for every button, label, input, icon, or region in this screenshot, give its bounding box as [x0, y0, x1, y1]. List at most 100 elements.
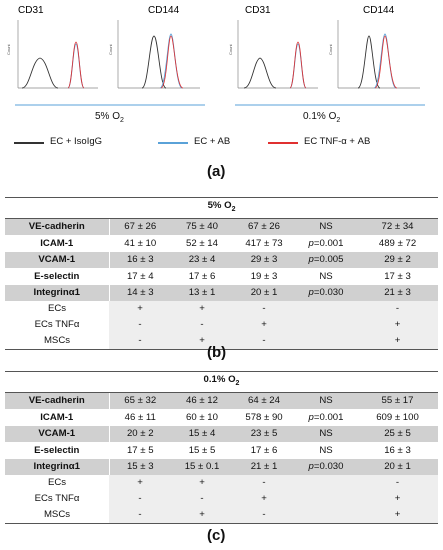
table-row: VE-cadherin 67 ± 26 75 ± 40 67 ± 26 NS 72 ± 3…	[5, 218, 439, 236]
curve-isoigg	[141, 35, 167, 89]
condition-subscript: 2	[120, 117, 124, 124]
marker-value: -	[171, 317, 233, 334]
marker-value: -	[109, 317, 171, 334]
marker-value: -	[233, 333, 295, 351]
marker-value: +	[357, 491, 438, 508]
cell-value: 17 ± 4	[126, 270, 154, 282]
marker-value: +	[171, 507, 233, 525]
condition-label-01pct: 0.1% O2	[303, 111, 340, 124]
table-title-text: 5% O	[207, 200, 232, 211]
p-symbol: p	[308, 254, 314, 266]
table-01pct: 0.1% O2 VE-cadherin 65 ± 32 46 ± 12 64 ± 24…	[5, 371, 438, 525]
marker-value: -	[233, 475, 295, 492]
marker-row: ECs TNFα - - + +	[5, 317, 439, 334]
table-title-row: 5% O2	[5, 197, 439, 219]
cell-value: 16 ± 3	[384, 444, 411, 456]
cell-value: 14 ± 3	[109, 284, 171, 302]
panel-label-b: (b)	[207, 344, 227, 361]
p-number: =0.001	[313, 411, 344, 423]
p-number: =0.001	[313, 237, 344, 249]
legend-swatch-ec-ab	[158, 142, 188, 144]
cell-value: 20 ± 2	[109, 425, 171, 443]
cell-value: 578 ± 90	[245, 411, 283, 423]
table-row: ICAM-1 46 ± 11 60 ± 10 578 ± 90 p=0.001 609 ±…	[5, 409, 438, 426]
cell-value: 23 ± 5	[233, 425, 295, 443]
marker-value: -	[109, 491, 171, 508]
marker-row: MSCs - + - +	[5, 333, 439, 351]
cell-p-value: NS	[295, 425, 357, 443]
cell-value: 25 ± 5	[357, 425, 438, 443]
table-row: VCAM-1 16 ± 3 23 ± 4 29 ± 3 p=0.005 29 ± 2	[5, 251, 439, 269]
marker-label: ECs TNFα	[34, 319, 80, 331]
cell-value: 52 ± 14	[186, 237, 218, 249]
row-label: VE-cadherin	[5, 218, 110, 236]
cell-p-value: p=0.001	[295, 409, 357, 426]
axis-label: Count	[108, 43, 113, 55]
plot-title: CD31	[18, 5, 44, 16]
row-label: Integrinα1	[5, 284, 110, 302]
marker-value: -	[357, 301, 439, 318]
axis-label: Count	[228, 43, 233, 55]
cell-value: 21 ± 1	[233, 458, 295, 476]
row-label: ICAM-1	[5, 409, 110, 426]
cell-value: 64 ± 24	[233, 392, 295, 410]
table-row: ICAM-1 41 ± 10 52 ± 14 417 ± 73 p=0.001 489 ±…	[5, 235, 438, 252]
cell-value: 16 ± 3	[109, 251, 171, 269]
cell-value: 17 ± 5	[126, 444, 154, 456]
p-number: =0.005	[313, 254, 344, 266]
cell-p-value: p=0.001	[295, 235, 357, 252]
plot-title: CD31	[245, 5, 271, 16]
cell-value: 15 ± 5	[188, 444, 216, 456]
cell-value: 20 ± 1	[233, 284, 295, 302]
curve-isoigg	[357, 35, 381, 89]
histogram-plot-cd144-01pct: CD144 Count	[328, 5, 420, 89]
marker-value: -	[109, 507, 171, 525]
row-label: VE-cadherin	[5, 392, 110, 410]
marker-label: ECs	[47, 477, 67, 489]
legend-label-isoigg: EC + IsoIgG	[50, 136, 103, 147]
legend-swatch-ec-tnf-ab	[268, 142, 298, 144]
p-number: =0.030	[313, 461, 344, 473]
cell-value: 23 ± 4	[171, 251, 233, 269]
p-symbol: p	[308, 411, 314, 423]
table-title-row: 0.1% O2	[5, 371, 438, 393]
marker-value: +	[357, 333, 439, 351]
marker-value: -	[171, 491, 233, 508]
marker-value: +	[109, 301, 171, 318]
cell-value: 13 ± 1	[171, 284, 233, 302]
plot-title: CD144	[363, 5, 395, 16]
cell-value: 60 ± 10	[186, 411, 218, 423]
curve-isoigg	[21, 57, 59, 89]
cell-value: 21 ± 3	[357, 284, 439, 302]
row-label: E-selectin	[5, 268, 110, 285]
table-row: E-selectin 17 ± 4 17 ± 6 19 ± 3 NS 17 ± 3	[5, 268, 438, 285]
row-label: ICAM-1	[5, 235, 110, 252]
curve-isoigg	[243, 57, 277, 89]
cell-p-value: p=0.030	[295, 284, 357, 302]
cell-value: 72 ± 34	[357, 218, 439, 236]
marker-value: -	[233, 301, 295, 318]
cell-value: 489 ± 72	[378, 237, 417, 249]
p-symbol: p	[308, 287, 314, 299]
cell-value: 55 ± 17	[357, 392, 438, 410]
cell-value: 17 ± 6	[250, 444, 278, 456]
marker-value: +	[233, 491, 295, 508]
cell-value: 46 ± 11	[124, 411, 156, 423]
cell-value: 15 ± 4	[171, 425, 233, 443]
cell-value: 46 ± 12	[171, 392, 233, 410]
empty-cell	[295, 301, 357, 318]
marker-value: +	[357, 317, 439, 334]
row-label: Integrinα1	[5, 458, 110, 476]
marker-value: +	[109, 475, 171, 492]
cell-value: 75 ± 40	[171, 218, 233, 236]
empty-cell	[295, 507, 357, 525]
histogram-plot-cd31-01pct: CD31 Count	[228, 5, 318, 89]
cell-value: 29 ± 2	[357, 251, 439, 269]
marker-value: +	[171, 475, 233, 492]
axis-label: Count	[6, 43, 11, 55]
cell-value: 29 ± 3	[233, 251, 295, 269]
cell-value: 67 ± 26	[233, 218, 295, 236]
table-title-subscript: 2	[231, 205, 236, 213]
marker-value: +	[357, 507, 438, 525]
marker-value: +	[233, 317, 295, 334]
